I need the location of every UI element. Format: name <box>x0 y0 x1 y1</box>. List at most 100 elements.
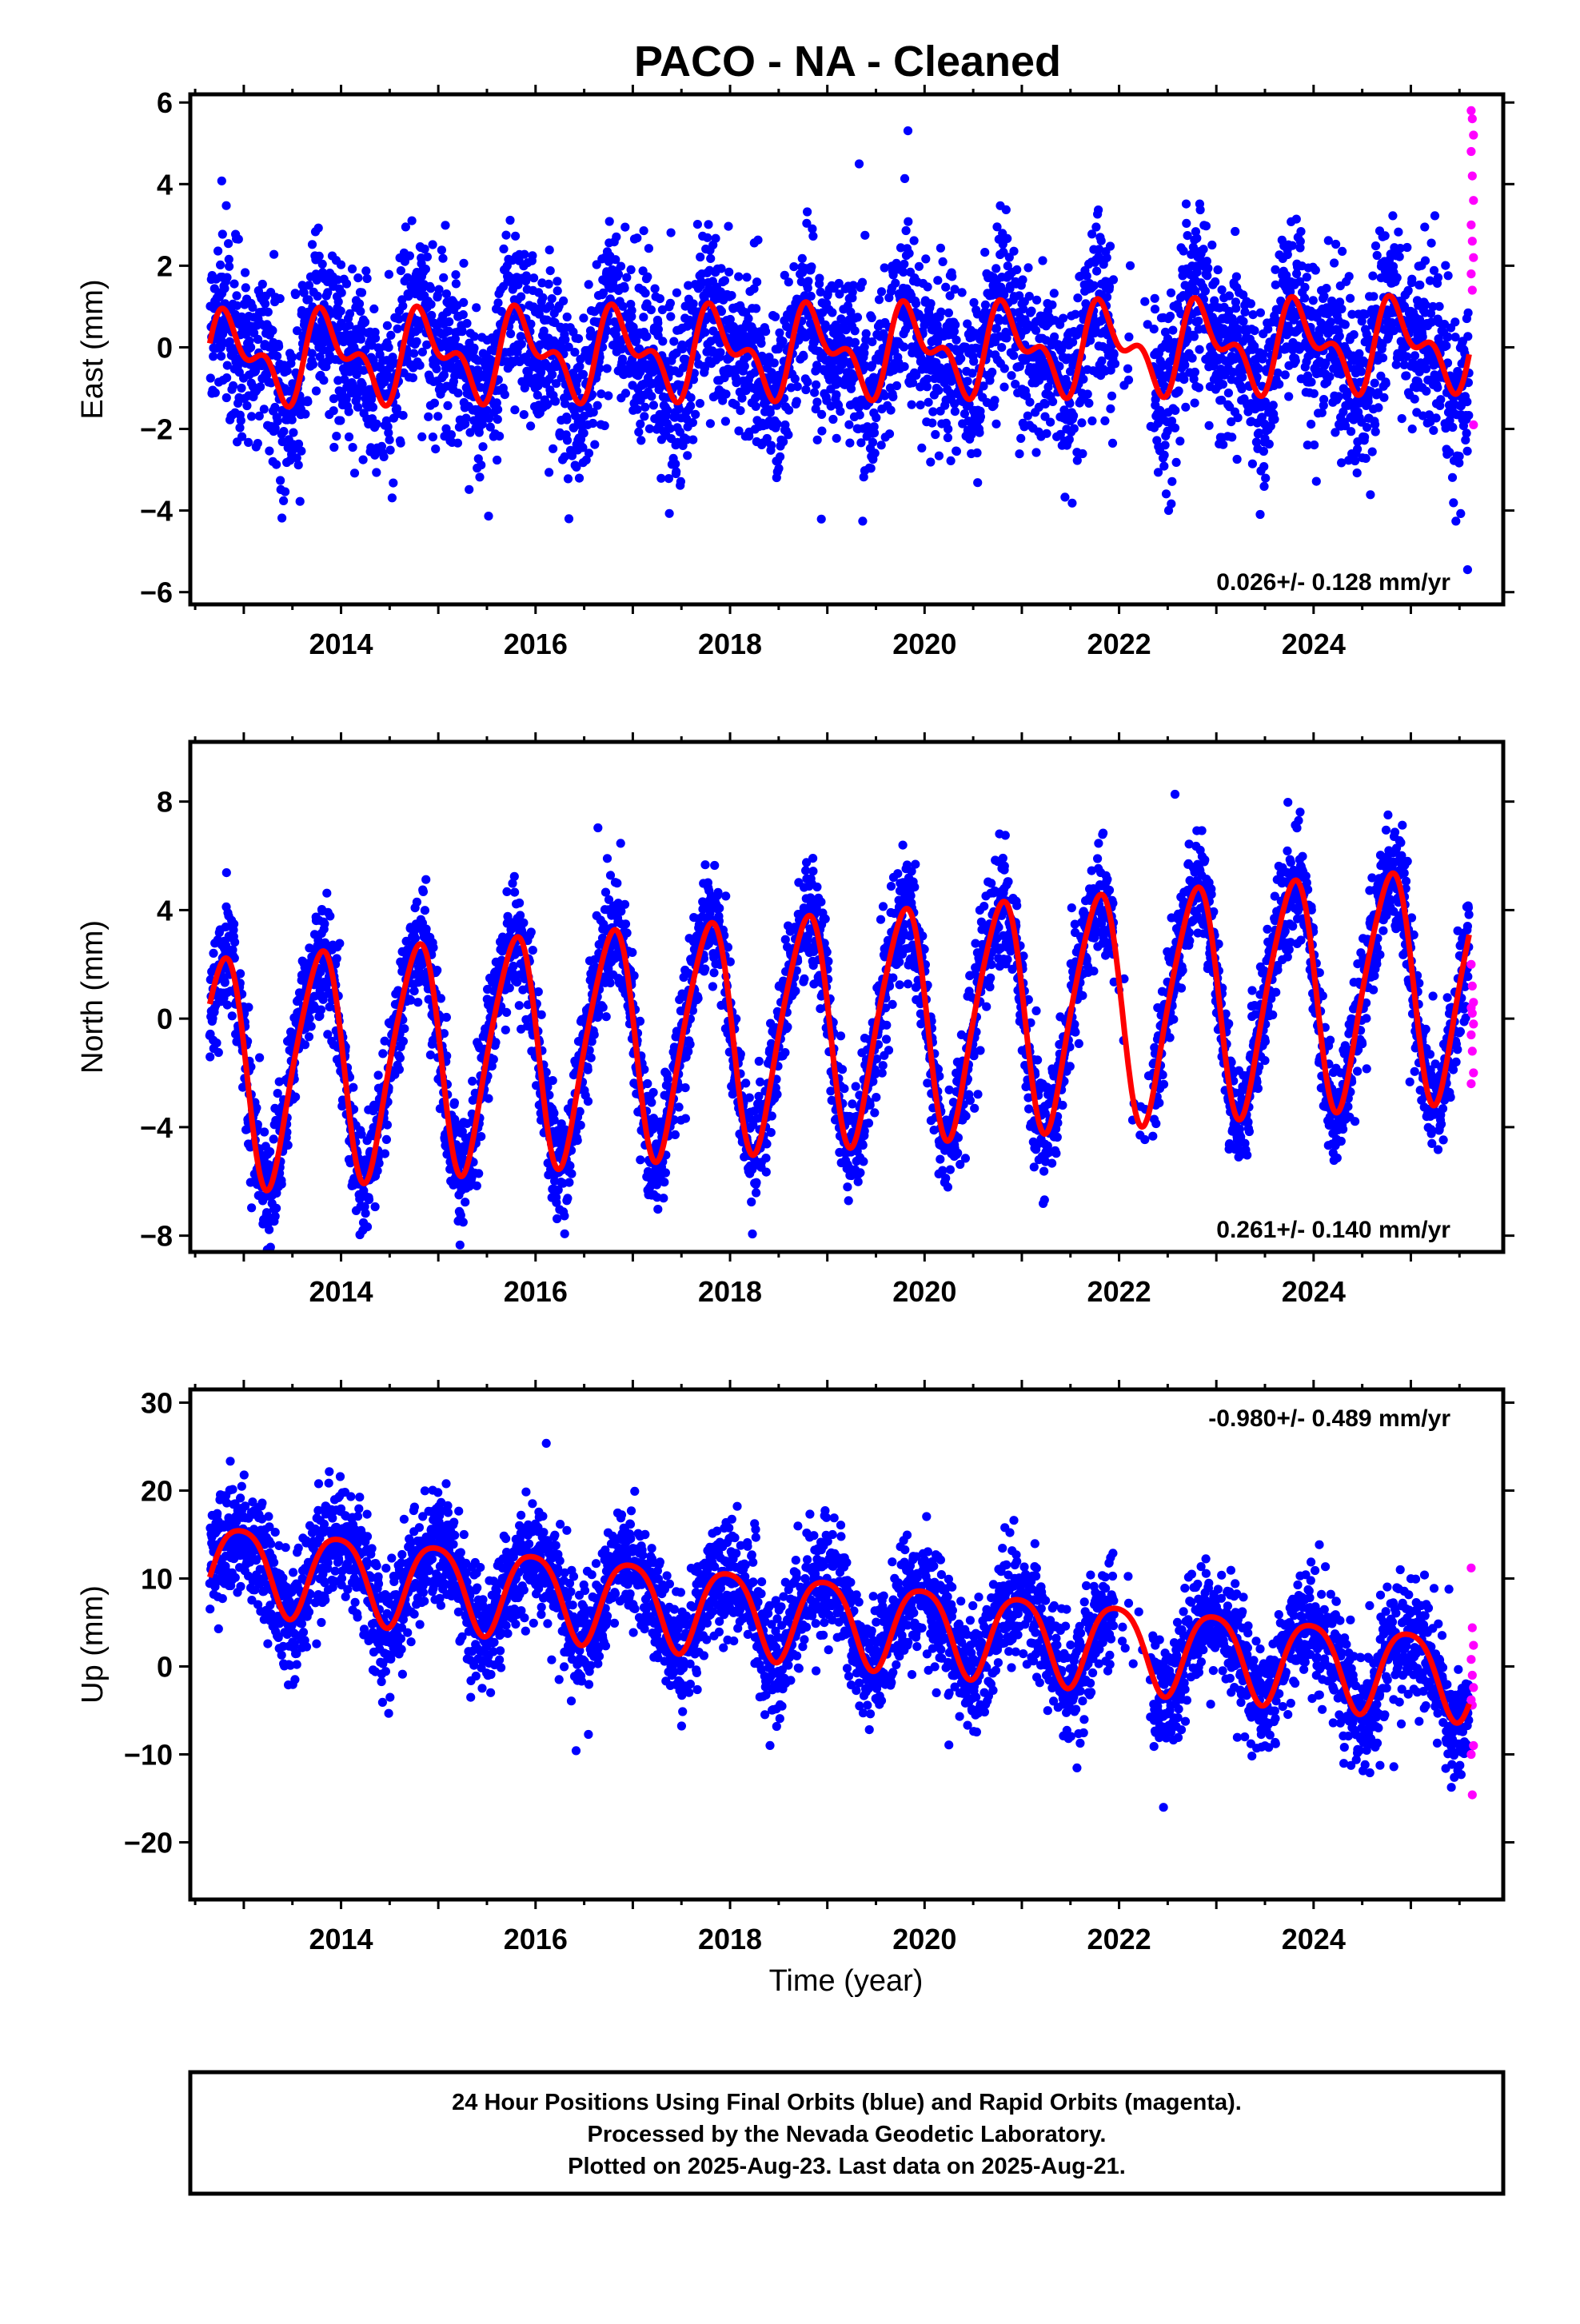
east-final-point <box>1347 427 1356 436</box>
east-final-point <box>802 218 812 228</box>
east-final-point <box>1429 265 1439 275</box>
east-final-point <box>254 411 264 421</box>
east-final-point <box>922 382 932 392</box>
east-final-point <box>1355 349 1364 358</box>
east-final-point <box>403 273 413 282</box>
east-final-point <box>720 417 731 426</box>
east-rapid-point <box>1469 253 1478 262</box>
east-final-point <box>858 516 868 526</box>
east-final-point <box>648 401 659 410</box>
east-final-point <box>340 375 349 385</box>
east-final-point <box>358 455 368 464</box>
east-final-point <box>561 335 570 345</box>
east-final-point <box>1259 349 1268 359</box>
east-final-point <box>356 334 366 344</box>
north-final-point <box>374 1158 384 1168</box>
east-plot-area <box>205 106 1478 575</box>
east-final-point <box>1175 436 1185 446</box>
east-final-point <box>584 448 594 458</box>
east-final-point <box>999 364 1009 373</box>
east-final-point <box>457 327 467 337</box>
east-final-point <box>792 382 802 392</box>
east-final-point <box>1218 380 1227 389</box>
east-final-point <box>903 126 913 136</box>
east-final-point <box>1323 236 1333 245</box>
east-final-point <box>352 369 361 380</box>
east-final-point <box>1086 336 1095 345</box>
east-final-point <box>811 405 820 414</box>
east-y-tick-label: 4 <box>157 168 173 201</box>
north-final-point <box>335 939 345 948</box>
east-final-point <box>579 313 589 323</box>
east-final-point <box>567 451 577 460</box>
east-final-point <box>304 281 314 290</box>
east-final-point <box>1302 273 1311 282</box>
east-final-point <box>812 435 822 444</box>
east-final-point <box>926 457 936 467</box>
east-final-point <box>663 405 672 415</box>
east-final-point <box>957 288 967 297</box>
east-final-point <box>1031 325 1041 335</box>
east-final-point <box>899 342 909 352</box>
east-final-point <box>1363 397 1373 406</box>
east-final-point <box>771 312 780 321</box>
north-final-point <box>229 919 239 929</box>
east-final-point <box>519 410 529 420</box>
east-final-point <box>1231 297 1240 307</box>
east-final-point <box>1024 292 1034 301</box>
east-final-point <box>640 289 650 298</box>
east-final-point <box>911 299 921 309</box>
east-final-point <box>1194 317 1203 326</box>
east-final-point <box>613 269 624 279</box>
east-final-point <box>1430 211 1440 221</box>
north-final-point <box>291 1092 301 1102</box>
east-final-point <box>1263 325 1273 334</box>
east-final-point <box>1454 452 1464 461</box>
east-final-point <box>412 337 421 346</box>
east-final-point <box>1402 352 1412 361</box>
east-final-point <box>1012 265 1022 274</box>
north-final-point <box>364 1195 374 1205</box>
east-final-point <box>1371 420 1380 429</box>
east-final-point <box>398 301 408 311</box>
east-final-point <box>506 329 516 339</box>
east-final-point <box>808 231 818 241</box>
east-final-point <box>1464 411 1474 421</box>
east-final-point <box>923 374 932 384</box>
east-final-point <box>1201 221 1211 231</box>
east-final-point <box>797 253 807 263</box>
east-final-point <box>852 313 863 322</box>
east-final-point <box>975 428 984 437</box>
east-final-point <box>493 405 503 414</box>
east-final-point <box>640 402 650 412</box>
north-final-point <box>227 1011 237 1021</box>
east-final-point <box>1227 433 1237 442</box>
east-final-point <box>1019 305 1028 314</box>
east-final-point <box>291 289 301 300</box>
east-final-point <box>737 393 747 403</box>
east-final-point <box>1016 433 1026 444</box>
east-final-point <box>627 305 636 315</box>
north-final-point <box>265 1147 275 1157</box>
east-final-point <box>469 343 479 353</box>
east-final-point <box>415 361 425 370</box>
north-final-point <box>283 1140 293 1150</box>
east-final-point <box>948 272 957 281</box>
east-final-point <box>988 367 997 377</box>
east-final-point <box>1009 246 1019 256</box>
east-final-point <box>224 239 233 249</box>
east-final-point <box>1282 270 1291 281</box>
east-final-point <box>1331 428 1340 437</box>
east-x-ticks <box>194 85 1461 614</box>
east-final-point <box>1363 423 1372 433</box>
east-final-point <box>1178 271 1187 281</box>
east-final-point <box>836 406 845 417</box>
north-final-point <box>370 1202 380 1212</box>
east-final-point <box>511 231 521 241</box>
east-final-point <box>600 421 609 431</box>
east-final-point <box>301 409 310 419</box>
east-final-point <box>1434 301 1444 311</box>
east-final-point <box>900 259 909 269</box>
east-final-point <box>920 321 929 330</box>
east-final-point <box>1217 285 1227 295</box>
